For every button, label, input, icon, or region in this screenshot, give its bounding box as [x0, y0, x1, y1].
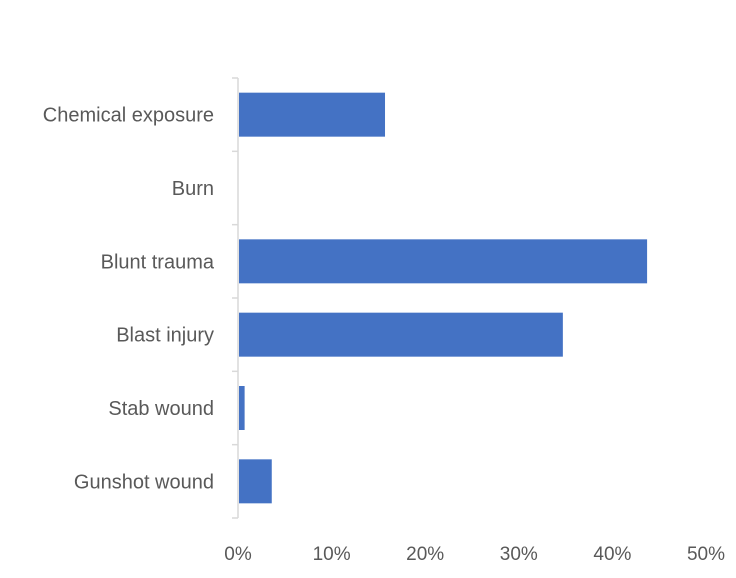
- category-label: Burn: [172, 178, 214, 200]
- x-tick-label: 50%: [687, 544, 725, 565]
- x-tick-label: 10%: [313, 544, 351, 565]
- axis-layer: [232, 77, 239, 519]
- bar-chemical-exposure: [239, 92, 386, 137]
- bar-blunt-trauma: [239, 239, 648, 284]
- bar-stab-wound: [239, 386, 245, 430]
- bar-gunshot-wound: [239, 459, 272, 504]
- category-labels: Chemical exposure Burn Blunt trauma Blast i…: [43, 105, 215, 494]
- bar-blast-injury: [239, 312, 563, 357]
- category-label: Chemical exposure: [43, 105, 214, 127]
- x-tick-label: 40%: [593, 544, 631, 565]
- bars-layer: [239, 92, 648, 504]
- x-tick-label: 0%: [224, 544, 252, 565]
- x-tick-label: 20%: [406, 544, 444, 565]
- category-label: Gunshot wound: [74, 471, 214, 493]
- x-tick-label: 30%: [500, 544, 538, 565]
- x-tick-labels: 0% 10% 20% 30% 40% 50%: [224, 544, 725, 565]
- category-label: Stab wound: [108, 398, 214, 420]
- category-label: Blunt trauma: [101, 251, 215, 273]
- category-label: Blast injury: [116, 325, 214, 347]
